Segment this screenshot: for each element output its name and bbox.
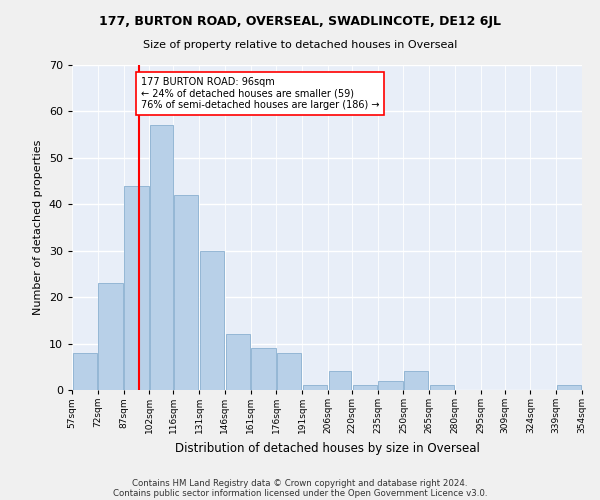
- Bar: [174, 195, 199, 390]
- Text: Contains HM Land Registry data © Crown copyright and database right 2024.: Contains HM Land Registry data © Crown c…: [132, 478, 468, 488]
- Bar: [329, 372, 351, 390]
- Text: Size of property relative to detached houses in Overseal: Size of property relative to detached ho…: [143, 40, 457, 50]
- Bar: [98, 283, 123, 390]
- Bar: [277, 353, 301, 390]
- Bar: [404, 372, 428, 390]
- Bar: [150, 126, 173, 390]
- Bar: [73, 353, 97, 390]
- Bar: [303, 386, 327, 390]
- Text: Contains public sector information licensed under the Open Government Licence v3: Contains public sector information licen…: [113, 488, 487, 498]
- Bar: [557, 386, 581, 390]
- Bar: [379, 380, 403, 390]
- Text: 177 BURTON ROAD: 96sqm
← 24% of detached houses are smaller (59)
76% of semi-det: 177 BURTON ROAD: 96sqm ← 24% of detached…: [140, 76, 379, 110]
- Bar: [353, 386, 377, 390]
- X-axis label: Distribution of detached houses by size in Overseal: Distribution of detached houses by size …: [175, 442, 479, 454]
- Text: 177, BURTON ROAD, OVERSEAL, SWADLINCOTE, DE12 6JL: 177, BURTON ROAD, OVERSEAL, SWADLINCOTE,…: [99, 15, 501, 28]
- Bar: [124, 186, 149, 390]
- Bar: [251, 348, 275, 390]
- Bar: [226, 334, 250, 390]
- Bar: [200, 250, 224, 390]
- Bar: [430, 386, 454, 390]
- Y-axis label: Number of detached properties: Number of detached properties: [33, 140, 43, 315]
